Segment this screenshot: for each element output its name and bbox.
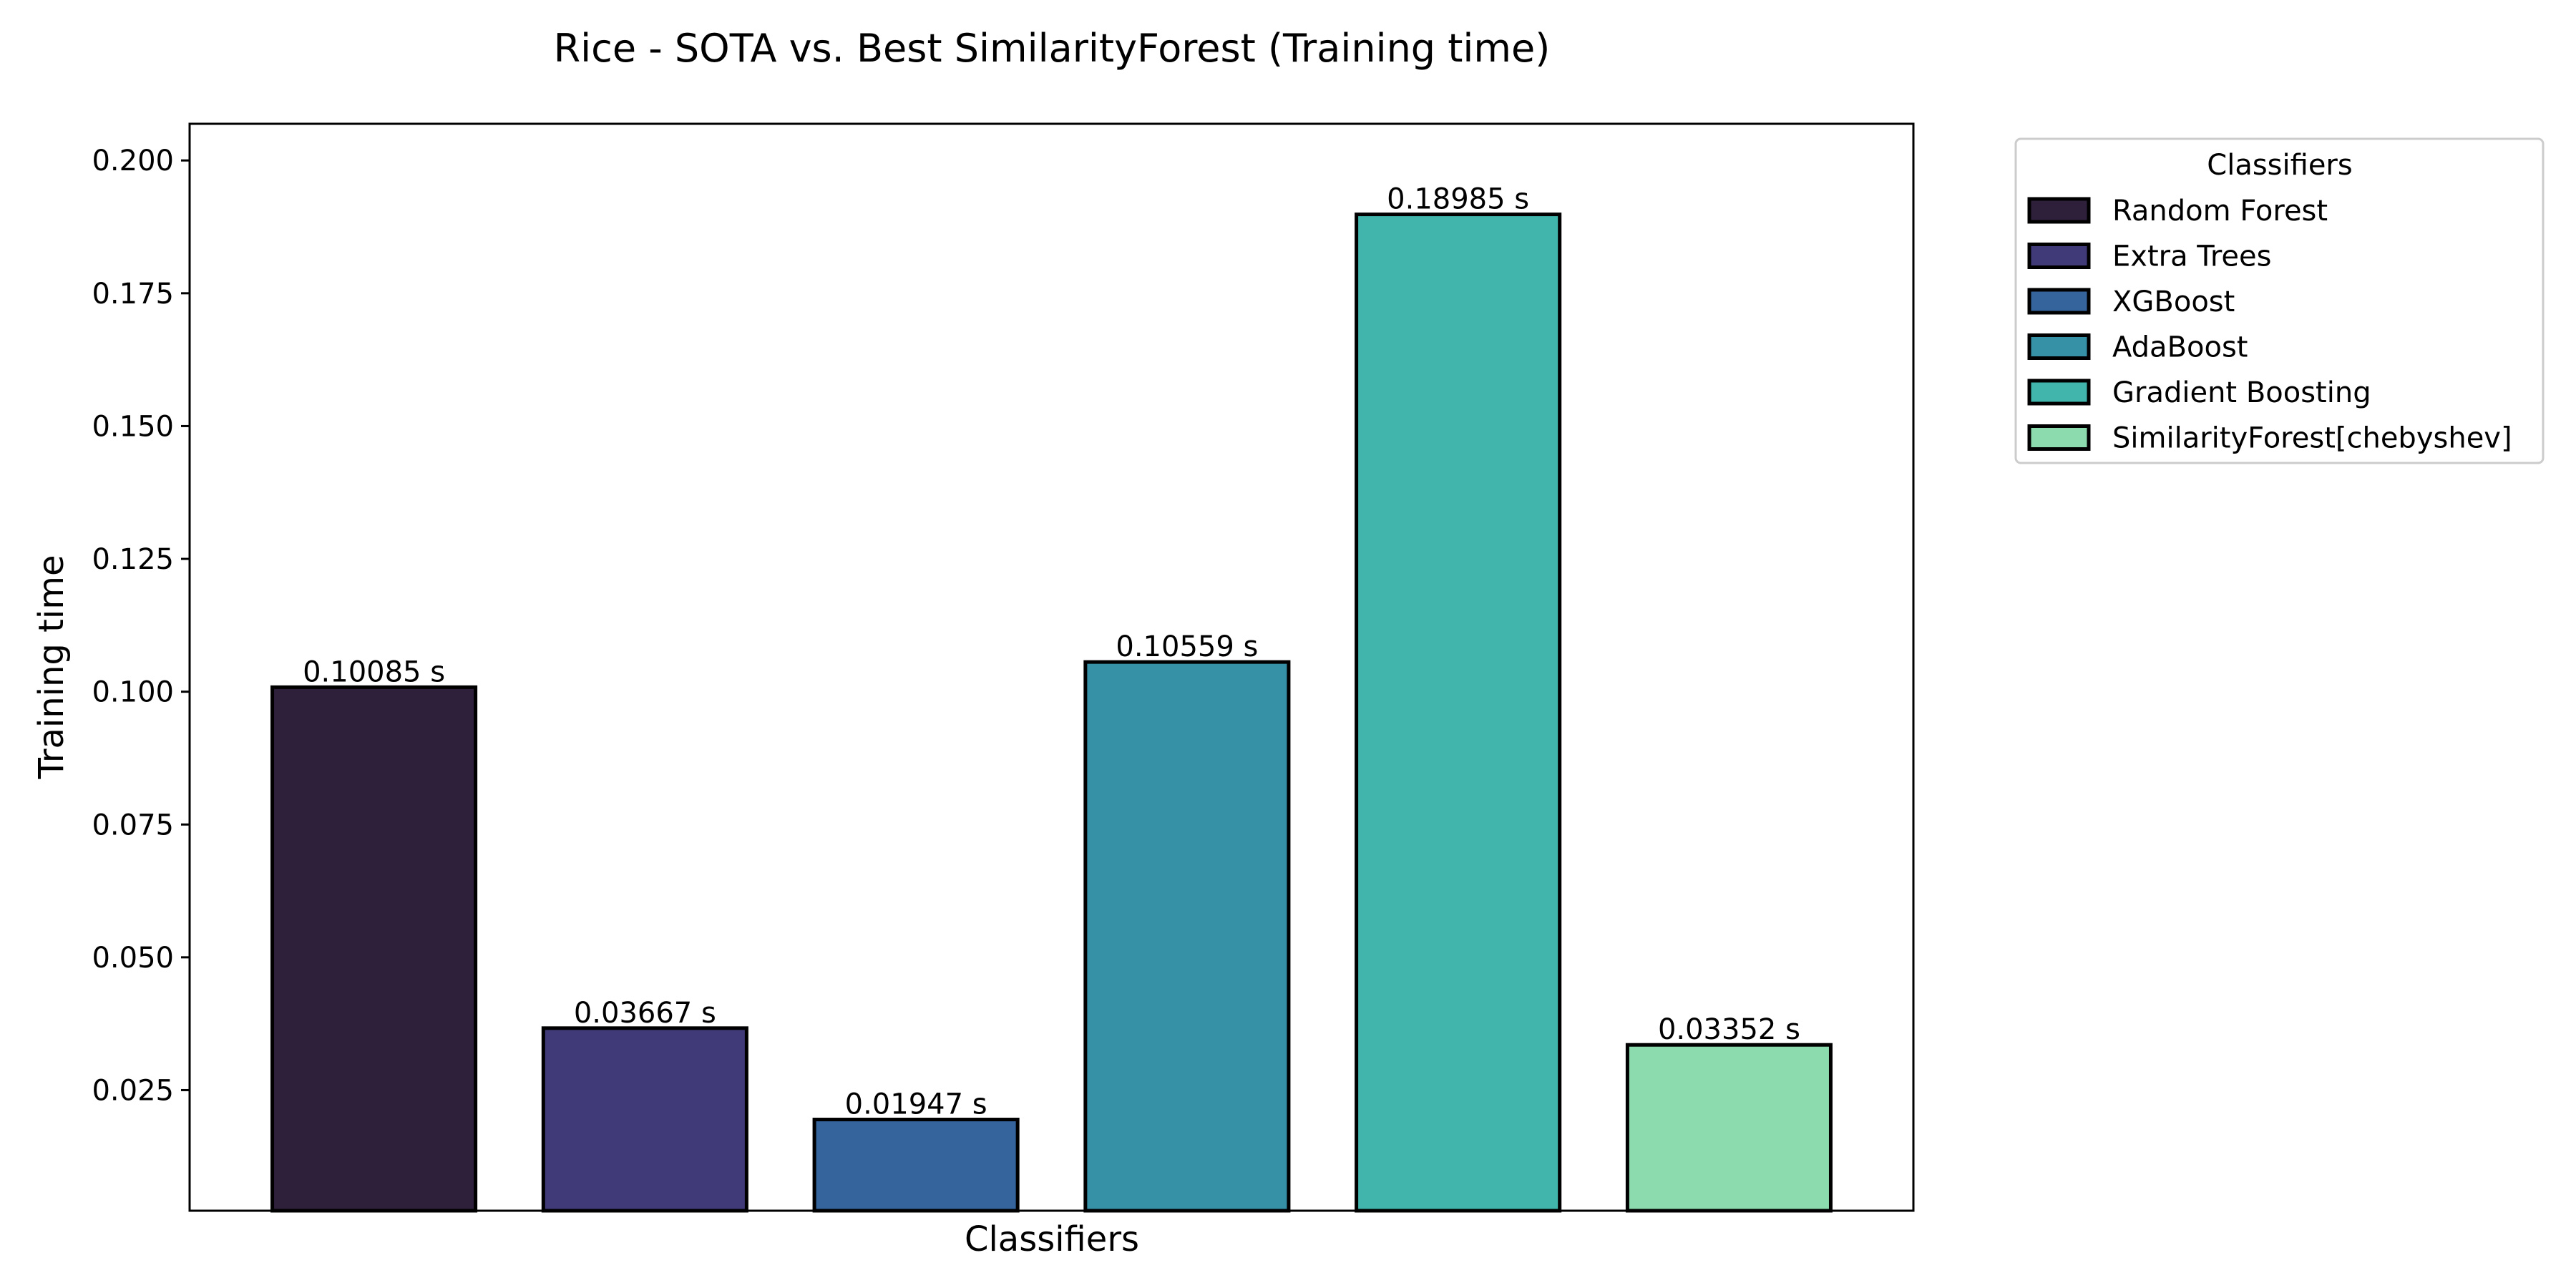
- legend: Classifiers Random Forest Extra Trees XGBo…: [2014, 137, 2545, 464]
- legend-entry-label: SimilarityForest[chebyshev]: [2112, 422, 2512, 455]
- y-tick-label: 0.050: [92, 942, 174, 975]
- plot-area: 0.10085 s 0.03667 s 0.01947 s 0.10559 s 0.18…: [270, 183, 1833, 1213]
- plot-frame: [188, 122, 1915, 1212]
- x-axis-label: Classifiers: [965, 1219, 1139, 1259]
- bar-value-label: 0.03667 s: [574, 997, 716, 1030]
- y-axis: 0.025 0.050 0.075 0.100 0.125 0.150 0.175 0.200: [92, 145, 190, 1107]
- legend-swatch: [2027, 197, 2091, 224]
- legend-swatch: [2027, 288, 2091, 315]
- legend-entry-label: AdaBoost: [2112, 331, 2248, 364]
- y-tick-label: 0.125: [92, 543, 174, 576]
- bar-value-label: 0.10085 s: [303, 655, 445, 688]
- bar-value-label: 0.18985 s: [1387, 183, 1529, 216]
- chart-title: Rice - SOTA vs. Best SimilarityForest (T…: [554, 26, 1551, 71]
- bar: [812, 1118, 1020, 1213]
- y-tick-label: 0.025: [92, 1074, 174, 1107]
- bar: [270, 685, 478, 1213]
- bar: [1083, 660, 1291, 1213]
- legend-entry-label: Gradient Boosting: [2112, 376, 2371, 409]
- y-tick-label: 0.075: [92, 809, 174, 841]
- y-tick-label: 0.200: [92, 145, 174, 177]
- legend-entry-label: Extra Trees: [2112, 240, 2271, 273]
- y-axis-label: Training time: [31, 555, 72, 779]
- y-tick-label: 0.150: [92, 410, 174, 443]
- bar-value-label: 0.10559 s: [1116, 630, 1258, 663]
- legend-items: Random Forest Extra Trees XGBoost AdaBoost G…: [2027, 195, 2512, 455]
- bar-value-label: 0.01947 s: [845, 1088, 987, 1121]
- y-tick-label: 0.175: [92, 278, 174, 311]
- legend-swatch: [2027, 243, 2091, 269]
- legend-swatch: [2027, 333, 2091, 360]
- bar-value-label: 0.03352 s: [1658, 1013, 1800, 1046]
- bar: [1625, 1043, 1833, 1213]
- legend-swatch: [2027, 379, 2091, 406]
- legend-entry-label: XGBoost: [2112, 286, 2235, 318]
- legend-swatch: [2027, 424, 2091, 451]
- legend-frame: [2014, 137, 2545, 464]
- legend-entry-label: Random Forest: [2112, 195, 2328, 228]
- legend-title: Classifiers: [2207, 149, 2352, 182]
- bar: [541, 1026, 748, 1213]
- y-tick-label: 0.100: [92, 676, 174, 709]
- bar: [1355, 213, 1562, 1213]
